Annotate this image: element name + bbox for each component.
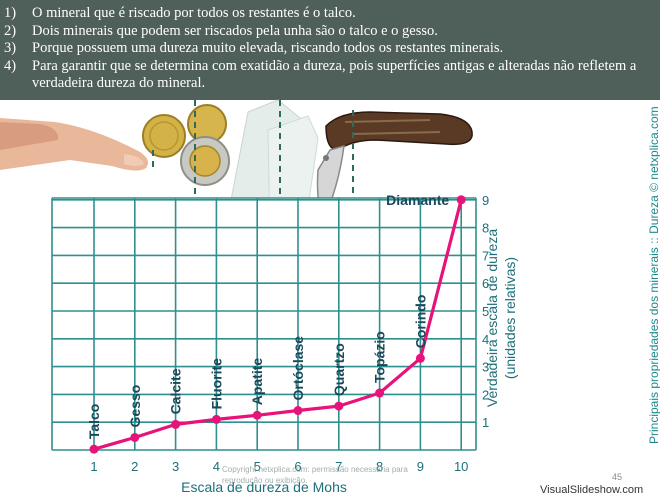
answer-text: Para garantir que se determina com exati… <box>32 57 637 92</box>
data-point <box>334 401 344 411</box>
answer-text: O mineral que é riscado por todos os res… <box>32 5 356 21</box>
answer-header: 1) O mineral que é riscado por todos os r… <box>0 0 660 100</box>
coin-illustration <box>142 104 230 186</box>
mineral-label: Diamante <box>386 192 449 208</box>
data-point <box>375 388 385 398</box>
answer-item: 1) O mineral que é riscado por todos os r… <box>4 5 656 23</box>
y-tick-label: 7 <box>482 248 489 263</box>
mineral-labels: Talco Gesso Calcite Fluorite Apatite Ortóclas… <box>86 192 449 439</box>
reference-dashed-lines <box>152 100 354 198</box>
data-point <box>293 406 303 416</box>
side-caption: Principais propriedades dos minerais :: … <box>647 106 660 444</box>
x-axis-ticks: 1 2 3 4 5 6 7 8 9 10 <box>90 459 468 474</box>
answer-number: 1) <box>4 5 17 21</box>
mineral-label: Fluorite <box>208 358 224 410</box>
mineral-label: Topázio <box>372 331 388 383</box>
y-axis-label: Verdadeira escala de dureza <box>484 229 500 407</box>
mineral-label: Quartzo <box>331 343 347 396</box>
mineral-label: Calcite <box>168 368 184 414</box>
y-tick-label: 1 <box>482 415 489 430</box>
data-points <box>89 195 466 454</box>
knife-illustration <box>316 111 473 225</box>
answer-item: 4) Para garantir que se determina com exa… <box>4 58 656 93</box>
data-point <box>171 419 181 429</box>
copyright-notice: Copyright netxplica.com: permissão neces… <box>222 465 408 485</box>
answer-list: 1) O mineral que é riscado por todos os r… <box>4 5 656 93</box>
mineral-label: Corindo <box>412 295 428 349</box>
y-axis-sublabel: (unidades relativas) <box>502 257 518 379</box>
x-tick-label: 2 <box>131 459 138 474</box>
y-axis-label-group: Verdadeira escala de dureza (unidades re… <box>484 229 518 407</box>
data-point <box>456 195 466 205</box>
y-tick-label: 2 <box>482 387 489 402</box>
mineral-label: Gesso <box>127 385 143 428</box>
data-point <box>211 414 221 424</box>
x-tick-label: 1 <box>90 459 97 474</box>
x-tick-label: 4 <box>213 459 220 474</box>
data-point <box>415 353 425 363</box>
plot-area <box>52 198 476 450</box>
data-point <box>130 432 140 442</box>
x-axis-label: Escala de dureza de Mohs <box>181 479 347 495</box>
x-tick-label: 9 <box>417 459 424 474</box>
y-tick-label: 8 <box>482 221 489 236</box>
y-tick-label: 6 <box>482 276 489 291</box>
x-tick-label: 3 <box>172 459 179 474</box>
x-tick-label: 6 <box>294 459 301 474</box>
series-line <box>93 199 463 451</box>
answer-number: 2) <box>4 22 17 39</box>
data-point <box>252 410 262 420</box>
answer-item: 3) Porque possuem uma dureza muito elevad… <box>4 40 656 58</box>
x-tick-label: 5 <box>254 459 261 474</box>
answer-item: 2) Dois minerais que podem ser riscados p… <box>4 23 656 41</box>
y-tick-label: 4 <box>482 332 489 347</box>
y-tick-label: 5 <box>482 304 489 319</box>
mineral-label: Talco <box>86 404 102 440</box>
mineral-label: Ortóclase <box>290 336 306 401</box>
page-number: 45 <box>612 472 623 482</box>
answer-text: Dois minerais que podem ser riscados pel… <box>32 22 438 39</box>
y-axis-ticks: 1 2 3 4 5 6 7 8 9 <box>482 193 489 430</box>
finger-illustration <box>0 118 148 171</box>
mineral-label: Apatite <box>249 358 265 406</box>
data-point <box>89 444 99 454</box>
brand-watermark: VisualSlideshow.com <box>540 484 644 496</box>
answer-text: Porque possuem uma dureza muito elevada,… <box>32 40 504 57</box>
grid <box>51 197 477 451</box>
x-tick-label: 8 <box>376 459 383 474</box>
x-tick-label: 7 <box>335 459 342 474</box>
y-tick-label: 9 <box>482 193 489 208</box>
y-tick-label: 3 <box>482 360 489 375</box>
answer-number: 4) <box>4 57 17 74</box>
answer-number: 3) <box>4 40 17 57</box>
x-tick-label: 10 <box>454 459 468 474</box>
